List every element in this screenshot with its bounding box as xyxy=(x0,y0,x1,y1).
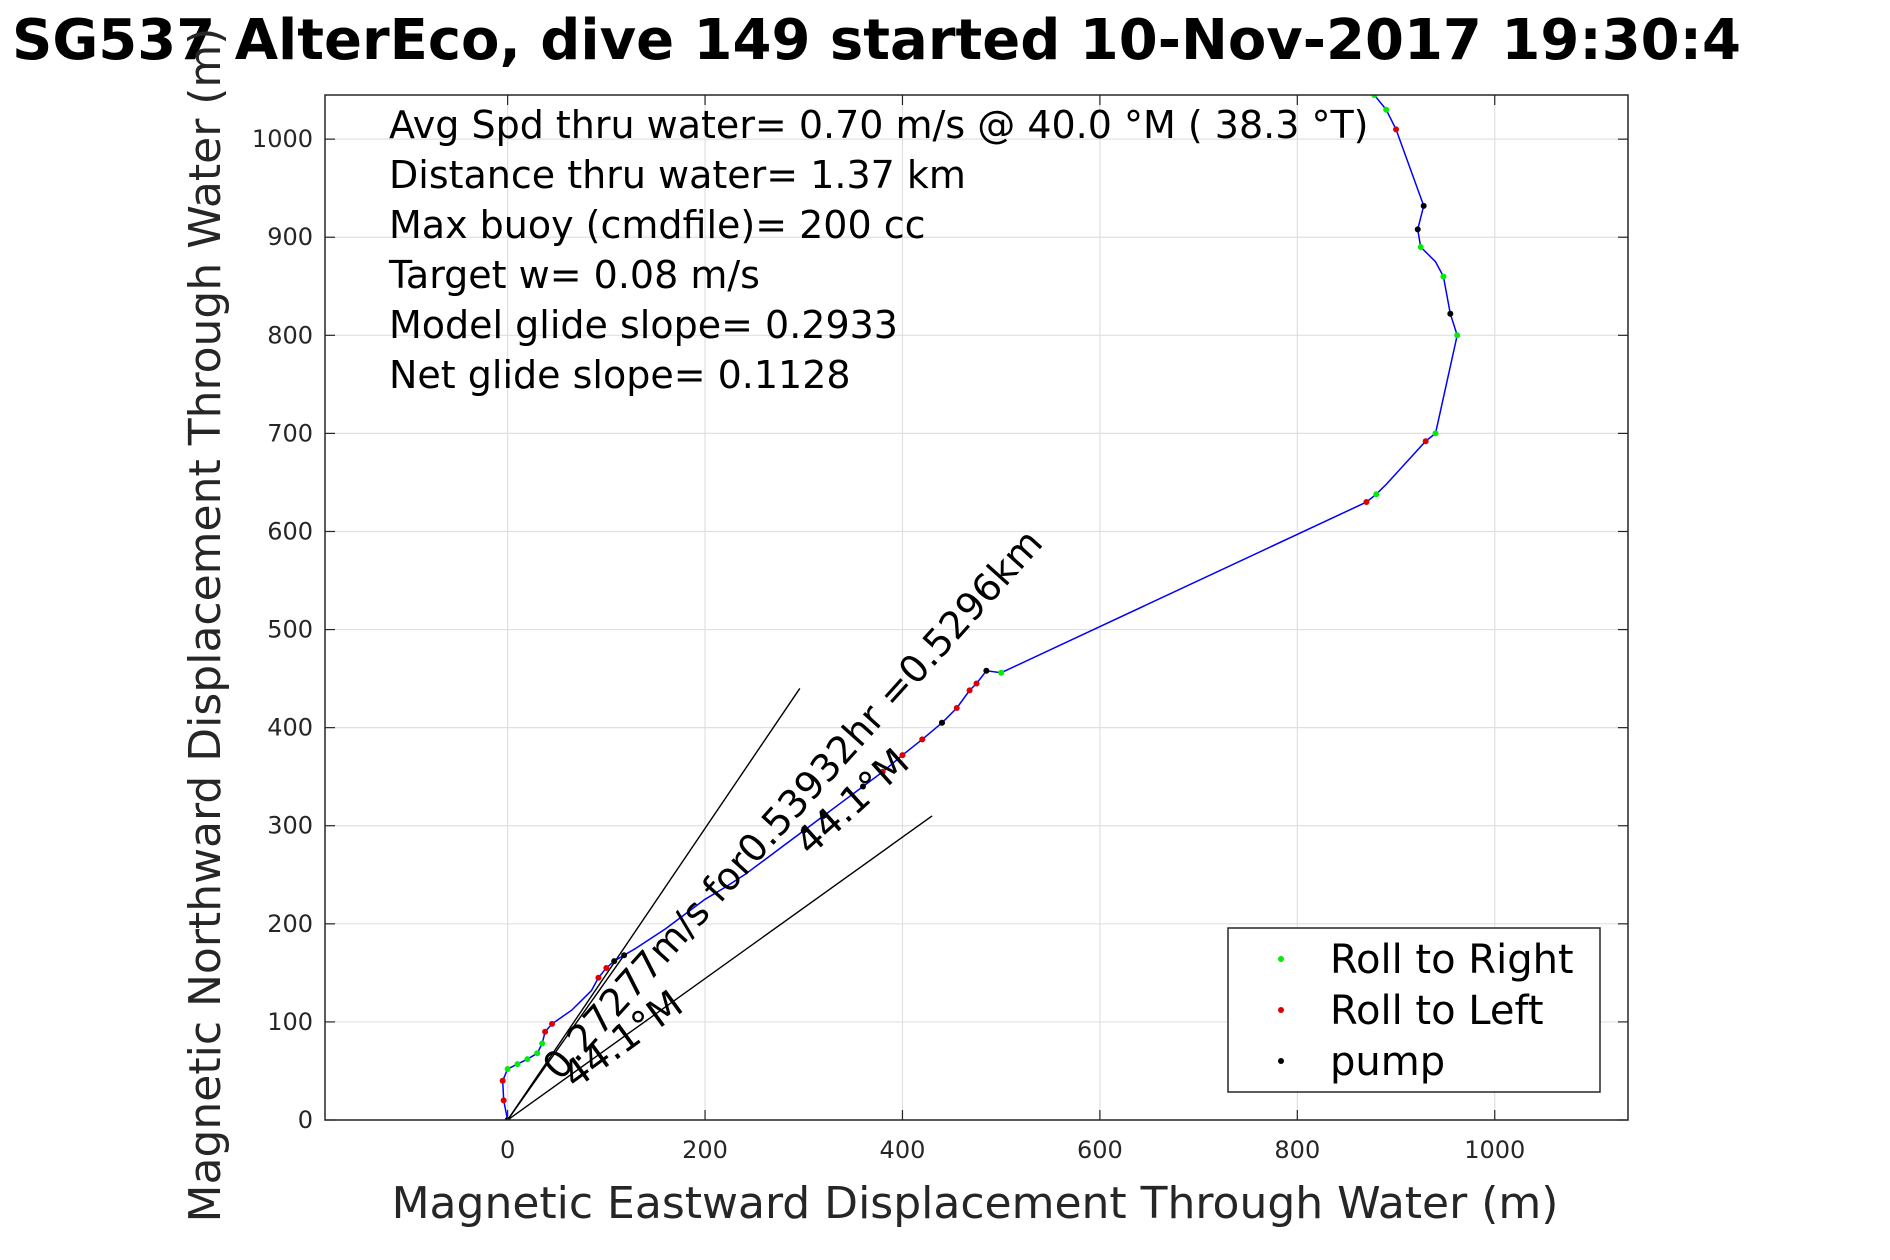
y-tick-label: 0 xyxy=(298,1106,313,1134)
pump-point xyxy=(859,783,866,790)
roll-right-point xyxy=(1454,332,1461,339)
plot-frame xyxy=(324,94,1629,1121)
roll-right-point xyxy=(504,1065,511,1072)
roll-right-point xyxy=(539,1040,546,1047)
y-tick-label: 400 xyxy=(267,714,313,742)
roll-left-point xyxy=(953,705,960,712)
y-tick-label: 300 xyxy=(267,812,313,840)
legend-marker-roll-right xyxy=(1278,956,1284,962)
pump-point xyxy=(983,667,990,674)
roll-left-point xyxy=(919,736,926,743)
x-tick-label: 0 xyxy=(500,1136,515,1164)
legend-label-roll-left: Roll to Left xyxy=(1330,988,1544,1034)
pump-point xyxy=(621,952,628,959)
x-axis-label: Magnetic Eastward Displacement Through W… xyxy=(392,1178,1559,1229)
legend-label-pump: pump xyxy=(1330,1039,1445,1085)
y-tick-label: 600 xyxy=(267,517,313,545)
y-tick-label: 700 xyxy=(267,419,313,447)
roll-right-point xyxy=(1417,244,1424,251)
roll-left-point xyxy=(966,687,973,694)
roll-left-point xyxy=(1422,438,1429,445)
roll-left-point xyxy=(1393,126,1400,133)
annotation-avg-speed: Avg Spd thru water= 0.70 m/s @ 40.0 °M (… xyxy=(389,103,1369,147)
y-tick-label: 100 xyxy=(267,1008,313,1036)
roll-left-point xyxy=(899,752,906,759)
plot-content xyxy=(499,95,1461,1120)
y-tick-label: 900 xyxy=(267,223,313,251)
pump-point xyxy=(938,719,945,726)
roll-right-point xyxy=(1432,430,1439,437)
legend-marker-pump xyxy=(1278,1058,1284,1064)
y-axis-label: Magnetic Northward Displacement Through … xyxy=(180,28,231,1223)
pump-point xyxy=(1420,202,1427,209)
reference-line xyxy=(507,815,933,1120)
x-tick-label: 800 xyxy=(1274,1136,1320,1164)
annotation-model-glide: Model glide slope= 0.2933 xyxy=(389,303,898,347)
reference-line xyxy=(507,688,801,1120)
y-tick-label: 800 xyxy=(267,321,313,349)
chart-title: SG537 AlterEco, dive 149 started 10-Nov-… xyxy=(12,8,1741,73)
ticks: 0 200 400 600 800 1000 0 100 200 300 400 500 600 700 8… xyxy=(252,95,1628,1164)
roll-left-point xyxy=(499,1077,506,1084)
roll-left-point xyxy=(595,974,602,981)
legend-marker-roll-left xyxy=(1278,1007,1284,1013)
roll-right-point xyxy=(514,1061,521,1068)
annotation-distance: Distance thru water= 1.37 km xyxy=(389,153,966,197)
roll-left-point xyxy=(603,964,610,971)
x-tick-label: 200 xyxy=(682,1136,728,1164)
roll-right-point xyxy=(1383,106,1390,113)
y-tick-label: 500 xyxy=(267,616,313,644)
x-tick-label: 400 xyxy=(880,1136,926,1164)
roll-left-point xyxy=(500,1097,507,1104)
pump-point xyxy=(800,827,807,834)
y-tick-label: 1000 xyxy=(252,125,313,153)
roll-right-point xyxy=(524,1056,531,1063)
pump-point xyxy=(820,812,827,819)
stats-annotations: Avg Spd thru water= 0.70 m/s @ 40.0 °M (… xyxy=(388,103,1369,397)
roll-right-point xyxy=(998,669,1005,676)
roll-left-point xyxy=(542,1028,549,1035)
legend-label-roll-right: Roll to Right xyxy=(1330,937,1574,983)
roll-left-point xyxy=(973,680,980,687)
annotation-target-w: Target w= 0.08 m/s xyxy=(388,253,760,297)
roll-right-point xyxy=(534,1050,541,1057)
roll-right-point xyxy=(1373,491,1380,498)
x-tick-label: 1000 xyxy=(1464,1136,1525,1164)
annotation-max-buoy: Max buoy (cmdfile)= 200 cc xyxy=(389,203,926,247)
pump-point xyxy=(1414,226,1421,233)
legend-box xyxy=(1227,927,1601,1093)
legend: Roll to Right Roll to Left pump xyxy=(1227,927,1601,1093)
y-tick-label: 200 xyxy=(267,910,313,938)
pump-point xyxy=(1447,310,1454,317)
annotation-net-glide: Net glide slope= 0.1128 xyxy=(389,353,851,397)
x-tick-label: 600 xyxy=(1077,1136,1123,1164)
pump-point xyxy=(611,958,618,965)
roll-left-point xyxy=(879,768,886,775)
roll-left-point xyxy=(549,1020,556,1027)
reference-line xyxy=(507,954,625,1120)
roll-left-point xyxy=(1363,499,1370,506)
roll-right-point xyxy=(1440,273,1447,280)
